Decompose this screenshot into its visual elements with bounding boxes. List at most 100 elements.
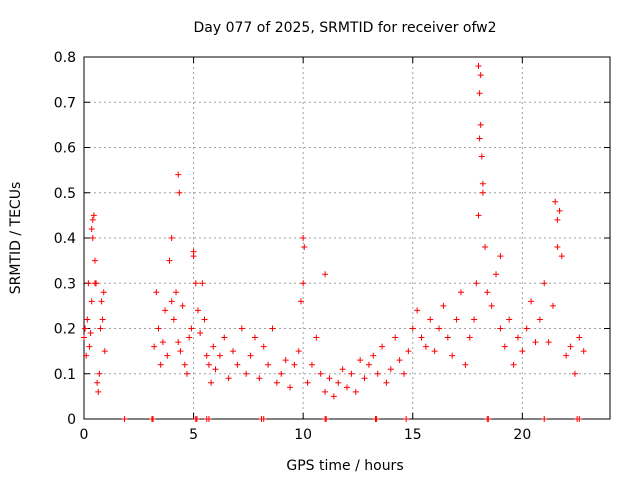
data-point bbox=[291, 361, 298, 368]
data-point bbox=[101, 348, 108, 355]
data-point bbox=[176, 189, 183, 196]
data-point bbox=[541, 280, 548, 287]
data-point bbox=[313, 334, 320, 341]
data-point bbox=[155, 325, 162, 332]
data-point bbox=[427, 316, 434, 323]
data-point bbox=[162, 307, 169, 314]
data-point bbox=[405, 348, 412, 355]
data-point bbox=[89, 216, 96, 223]
data-point bbox=[168, 298, 175, 305]
data-point bbox=[97, 325, 104, 332]
y-tick-label: 0.6 bbox=[54, 141, 76, 157]
data-point bbox=[339, 366, 346, 373]
data-point bbox=[497, 253, 504, 260]
data-point bbox=[188, 325, 195, 332]
x-axis-label: GPS time / hours bbox=[286, 458, 403, 474]
data-point bbox=[567, 343, 574, 350]
y-tick-label: 0.4 bbox=[54, 231, 76, 247]
data-point bbox=[83, 352, 90, 359]
data-point bbox=[370, 352, 377, 359]
y-tick-label: 0.1 bbox=[54, 367, 76, 383]
x-tick-label: 5 bbox=[189, 427, 198, 443]
data-point bbox=[85, 280, 92, 287]
data-point bbox=[552, 198, 559, 205]
data-point bbox=[301, 244, 308, 251]
data-point bbox=[396, 357, 403, 364]
zero-point bbox=[150, 416, 157, 422]
data-point bbox=[265, 361, 272, 368]
zero-point bbox=[576, 416, 583, 422]
data-point bbox=[357, 357, 364, 364]
data-point bbox=[201, 316, 208, 323]
data-point bbox=[501, 343, 508, 350]
data-point bbox=[466, 334, 473, 341]
data-point bbox=[317, 370, 324, 377]
data-point bbox=[563, 352, 570, 359]
data-point bbox=[473, 280, 480, 287]
data-point bbox=[96, 370, 103, 377]
data-point bbox=[168, 235, 175, 241]
data-point bbox=[453, 316, 460, 323]
x-tick-label: 10 bbox=[294, 427, 312, 443]
data-point bbox=[197, 330, 204, 337]
data-point bbox=[159, 339, 166, 346]
data-point bbox=[348, 370, 355, 377]
data-point bbox=[571, 370, 578, 377]
data-point bbox=[440, 302, 447, 309]
data-point bbox=[576, 334, 583, 341]
data-point bbox=[164, 352, 171, 359]
data-point bbox=[528, 298, 535, 305]
data-point bbox=[379, 343, 386, 350]
zero-point bbox=[485, 416, 492, 422]
data-point bbox=[89, 235, 96, 241]
data-point bbox=[326, 375, 333, 382]
data-point bbox=[203, 352, 210, 359]
data-point bbox=[322, 271, 329, 278]
data-point bbox=[545, 339, 552, 346]
data-point bbox=[536, 316, 543, 323]
data-point bbox=[400, 370, 407, 377]
data-point bbox=[300, 235, 307, 241]
data-point bbox=[436, 325, 443, 332]
data-point bbox=[256, 375, 263, 382]
data-point bbox=[304, 379, 311, 386]
data-point bbox=[177, 348, 184, 355]
zero-point bbox=[403, 416, 410, 422]
data-point bbox=[478, 153, 485, 160]
data-point bbox=[344, 384, 350, 391]
data-point bbox=[225, 375, 232, 382]
data-point bbox=[273, 379, 280, 386]
zero-point bbox=[193, 416, 200, 422]
data-point bbox=[166, 257, 173, 264]
data-point bbox=[476, 135, 483, 142]
data-point bbox=[184, 370, 191, 377]
data-point bbox=[462, 361, 469, 368]
data-point bbox=[86, 343, 93, 350]
data-point bbox=[82, 325, 89, 332]
data-point bbox=[477, 121, 484, 128]
data-point bbox=[212, 366, 219, 373]
data-point bbox=[210, 343, 217, 350]
data-point bbox=[493, 271, 500, 278]
data-point bbox=[157, 361, 164, 368]
data-point bbox=[519, 348, 526, 355]
data-point bbox=[374, 370, 381, 377]
data-point bbox=[479, 189, 486, 196]
data-point bbox=[554, 244, 561, 251]
data-point bbox=[208, 379, 215, 386]
data-point bbox=[510, 361, 517, 368]
data-point bbox=[151, 343, 158, 350]
data-point bbox=[392, 334, 399, 341]
data-point bbox=[335, 379, 342, 386]
data-point bbox=[205, 361, 212, 368]
data-point bbox=[449, 352, 456, 359]
data-point bbox=[121, 416, 128, 422]
zero-point bbox=[260, 416, 267, 422]
data-point bbox=[414, 307, 421, 314]
data-point bbox=[523, 325, 530, 332]
data-point bbox=[173, 289, 180, 296]
data-point bbox=[88, 225, 95, 232]
data-point bbox=[91, 280, 98, 287]
data-point bbox=[175, 171, 182, 178]
data-point bbox=[190, 253, 197, 260]
